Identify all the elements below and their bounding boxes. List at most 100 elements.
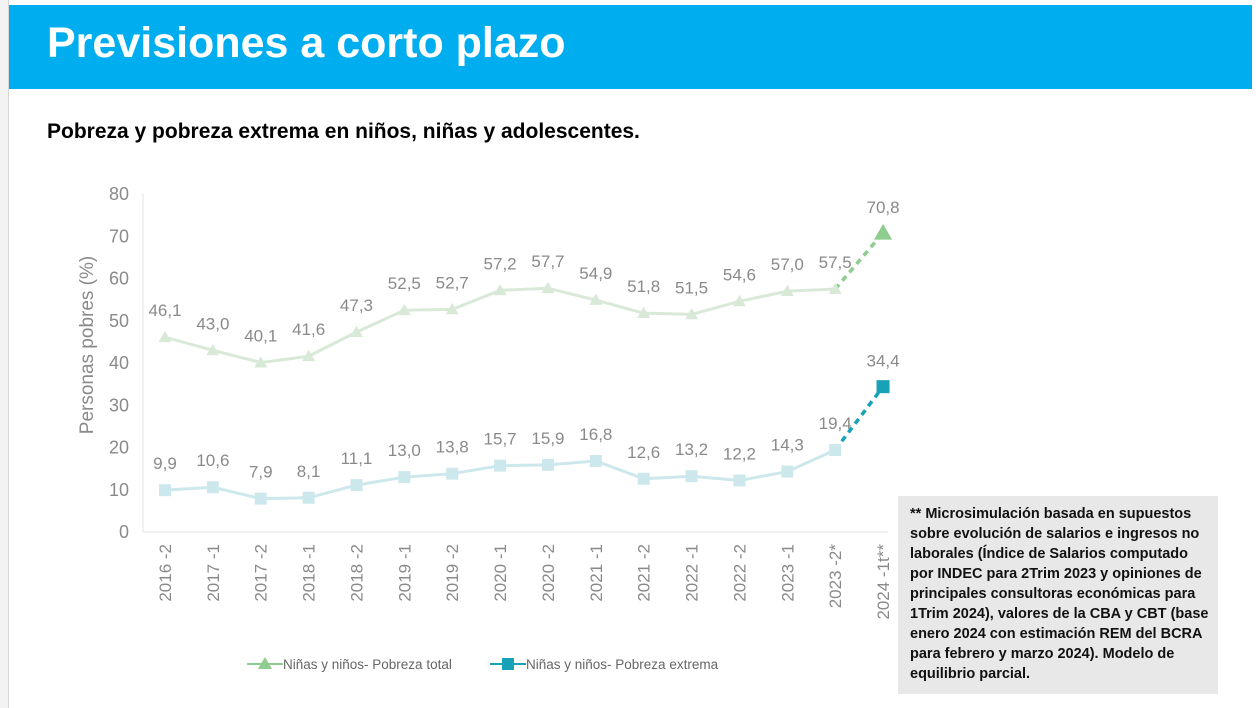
chart-subtitle: Pobreza y pobreza extrema en niños, niña… bbox=[47, 120, 640, 143]
x-tick-label: 2023 -2* bbox=[826, 544, 845, 609]
data-label: 51,8 bbox=[627, 277, 660, 296]
data-point bbox=[829, 444, 842, 457]
data-label: 12,2 bbox=[723, 444, 756, 463]
title-banner: Previsiones a corto plazo bbox=[9, 5, 1252, 89]
x-tick-label: 2023 -1 bbox=[778, 544, 797, 602]
y-axis-title: Personas pobres (%) bbox=[77, 256, 98, 434]
data-point bbox=[254, 356, 268, 368]
data-point bbox=[780, 284, 794, 297]
data-label: 14,3 bbox=[771, 436, 804, 455]
series-line bbox=[164, 286, 836, 365]
data-label: 57,7 bbox=[531, 252, 564, 271]
data-label: 15,9 bbox=[531, 429, 564, 448]
data-label: 54,6 bbox=[723, 265, 756, 284]
data-point bbox=[493, 283, 507, 296]
data-point bbox=[541, 281, 555, 294]
data-label: 43,0 bbox=[196, 314, 229, 333]
y-tick-label: 20 bbox=[109, 438, 129, 458]
data-label: 11,1 bbox=[341, 449, 373, 468]
x-tick-label: 2018 -2 bbox=[347, 544, 366, 602]
data-label: 57,5 bbox=[819, 253, 852, 272]
data-point bbox=[733, 474, 746, 487]
data-point bbox=[874, 223, 893, 240]
data-label: 57,0 bbox=[771, 255, 804, 274]
data-point bbox=[781, 465, 794, 478]
data-label: 40,1 bbox=[244, 327, 277, 346]
legend-marker bbox=[502, 658, 514, 670]
legend-item: Niñas y niños- Pobreza total bbox=[247, 657, 452, 672]
legend-label: Niñas y niños- Pobreza total bbox=[283, 657, 452, 672]
data-point bbox=[398, 471, 411, 484]
legend-marker bbox=[258, 657, 272, 669]
x-tick-label: 2017 -1 bbox=[204, 544, 223, 602]
data-label: 47,3 bbox=[340, 296, 373, 315]
data-point bbox=[159, 484, 171, 497]
data-point bbox=[685, 307, 699, 320]
y-tick-label: 30 bbox=[109, 395, 129, 415]
x-tick-label: 2020 -2 bbox=[539, 544, 558, 602]
data-label: 52,5 bbox=[388, 274, 421, 293]
y-tick-label: 50 bbox=[109, 311, 129, 331]
data-point bbox=[302, 491, 315, 504]
page-title: Previsiones a corto plazo bbox=[47, 19, 566, 67]
x-tick-label: 2018 -1 bbox=[300, 544, 319, 602]
y-tick-label: 60 bbox=[109, 269, 129, 289]
data-label: 13,8 bbox=[436, 438, 469, 457]
window-edge bbox=[0, 0, 9, 708]
y-tick-label: 70 bbox=[109, 226, 129, 246]
y-tick-labels: 0 10 20 30 40 50 60 70 80 bbox=[109, 184, 129, 542]
data-label: 54,9 bbox=[579, 264, 612, 283]
x-tick-label: 2024 -1t** bbox=[874, 544, 893, 620]
x-tick-label: 2017 -2 bbox=[252, 544, 271, 602]
data-label: 16,8 bbox=[579, 425, 612, 444]
data-label: 15,7 bbox=[484, 430, 517, 449]
x-tick-label: 2020 -1 bbox=[491, 544, 510, 602]
data-label: 10,6 bbox=[196, 451, 229, 470]
data-point bbox=[206, 481, 219, 494]
data-label: 9,9 bbox=[153, 454, 177, 473]
x-tick-label: 2021 -1 bbox=[587, 544, 606, 602]
data-point bbox=[828, 282, 842, 294]
data-point bbox=[302, 349, 316, 362]
x-tick-label: 2022 -2 bbox=[730, 544, 749, 602]
data-label: 8,1 bbox=[297, 462, 321, 481]
axes bbox=[142, 194, 888, 533]
data-label: 51,5 bbox=[675, 278, 708, 297]
data-point bbox=[637, 306, 651, 319]
data-label: 41,6 bbox=[292, 320, 325, 339]
data-label: 13,2 bbox=[675, 440, 708, 459]
methodology-note: ** Microsimulación basada en supuestos s… bbox=[898, 496, 1218, 694]
x-tick-label: 2021 -2 bbox=[635, 544, 654, 602]
data-point bbox=[541, 458, 554, 471]
data-point bbox=[589, 293, 603, 305]
data-label: 12,6 bbox=[627, 443, 660, 462]
data-label: 70,8 bbox=[867, 198, 900, 217]
data-label: 57,2 bbox=[484, 254, 517, 273]
data-label: 46,1 bbox=[148, 301, 181, 320]
data-point bbox=[397, 303, 411, 316]
data-point bbox=[158, 330, 172, 343]
x-tick-labels: 2016 -2 2017 -1 2017 -2 2018 -1 2018 -2 2019 … bbox=[156, 544, 893, 620]
data-point bbox=[876, 380, 890, 394]
x-tick-label: 2019 -1 bbox=[395, 544, 414, 602]
data-point bbox=[349, 325, 363, 338]
x-tick-label: 2019 -2 bbox=[443, 544, 462, 602]
data-point bbox=[206, 343, 220, 356]
data-label: 13,0 bbox=[388, 441, 421, 460]
data-point bbox=[494, 459, 507, 472]
data-label: 34,4 bbox=[867, 352, 900, 371]
data-point bbox=[685, 470, 698, 483]
data-point bbox=[446, 467, 459, 480]
series-square: 9,9 10,6 7,9 8,1 11,1 13,0 13,8 15,7 15,9 16,8 12,… bbox=[153, 352, 900, 505]
data-point bbox=[732, 294, 746, 307]
series-layer: 46,1 43,0 40,1 41,6 47,3 52,5 52,7 57,2 57,7 54,9… bbox=[148, 198, 900, 505]
data-point bbox=[637, 472, 650, 485]
legend: Niñas y niños- Pobreza total Niñas y niño… bbox=[247, 657, 719, 672]
data-point bbox=[350, 479, 363, 492]
data-label: 52,7 bbox=[436, 273, 469, 292]
projection-line bbox=[833, 231, 885, 291]
data-point bbox=[589, 455, 602, 468]
data-point bbox=[445, 302, 459, 315]
